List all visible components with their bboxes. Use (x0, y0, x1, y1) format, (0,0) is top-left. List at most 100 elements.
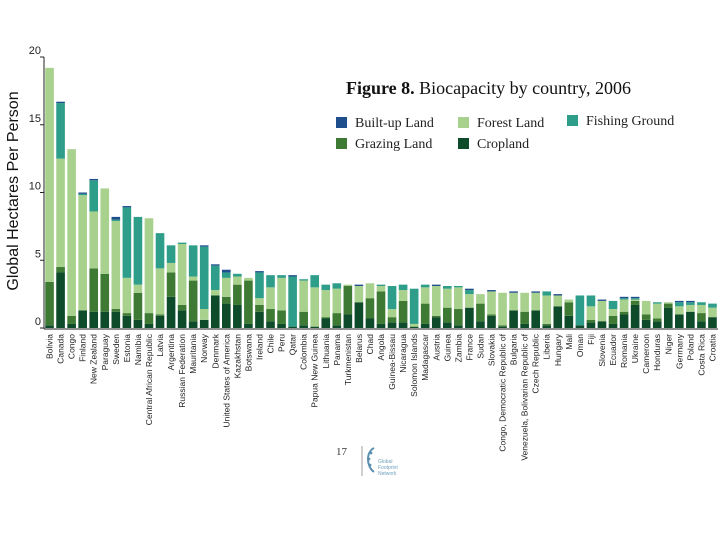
bar-15-fishing-ground (210, 265, 220, 291)
bar-21-fishing-ground (277, 275, 286, 278)
bar-50-cropland (597, 321, 607, 328)
bar-51-forest-land (608, 309, 618, 316)
bar-52-fishing-ground (619, 298, 629, 300)
x-tick-label-18: Botswana (243, 334, 253, 372)
bar-38-forest-land (465, 294, 474, 308)
bar-26-forest-land (332, 288, 342, 314)
bar-52-cropland (619, 314, 629, 328)
bar-24-fishing-ground (310, 275, 320, 288)
x-tick-label-26: Panama (332, 334, 342, 366)
legend-swatch-forest (458, 117, 469, 128)
x-tick-label-12: Russian Federation (177, 334, 187, 408)
bar-0-cropland (45, 325, 54, 328)
x-tick-label-45: Liberia (542, 334, 552, 360)
logo-text-line1: Global (378, 459, 393, 465)
bar-28-cropland (354, 302, 364, 328)
x-tick-label-43: Venezuela, Bolivarian Republic of (520, 333, 530, 460)
bar-35-built-up-land (431, 284, 441, 286)
bar-32-fishing-ground (398, 284, 408, 291)
bar-6-grazing-land (111, 309, 121, 312)
x-tick-label-32: Nicaragua (398, 334, 408, 373)
x-tick-label-3: Finland (78, 334, 88, 362)
x-tick-label-57: Germany (674, 333, 684, 369)
bar-18-forest-land (244, 277, 253, 281)
bar-4-cropland (89, 311, 99, 328)
bar-34-fishing-ground (420, 284, 430, 288)
x-tick-label-28: Belarus (354, 334, 364, 363)
bar-16-forest-land (222, 277, 231, 297)
bar-26-cropland (332, 325, 342, 328)
legend-item-grazing: Grazing Land (336, 137, 432, 153)
bar-56-cropland (663, 307, 673, 328)
bar-50-forest-land (597, 300, 607, 322)
bar-12-grazing-land (177, 304, 187, 311)
bar-46-forest-land (553, 295, 563, 307)
bar-2-grazing-land (67, 315, 76, 324)
x-tick-label-35: Austria (431, 334, 441, 361)
x-tick-label-4: New Zealand (89, 334, 99, 384)
bar-48-fishing-ground (575, 295, 585, 326)
bar-49-cropland (586, 322, 596, 328)
bar-7-built-up-land (122, 206, 132, 208)
bar-52-built-up-land (619, 296, 629, 299)
bar-31-cropland (387, 322, 397, 328)
legend-item-built-up: Built-up Land (336, 116, 434, 132)
bar-40-forest-land (487, 291, 496, 315)
bar-15-cropland (210, 295, 220, 328)
chart-title: Figure 8. Biocapacity by country, 2006 (346, 78, 631, 99)
bar-44-built-up-land (531, 291, 540, 293)
bar-21-grazing-land (277, 310, 286, 324)
bar-22-built-up-land (288, 275, 297, 277)
bar-20-fishing-ground (266, 275, 275, 288)
bar-28-forest-land (354, 286, 364, 303)
chart-title-bold: Figure 8. (346, 78, 415, 98)
bar-55-forest-land (652, 303, 662, 319)
y-tick-label-0: 0 (35, 316, 41, 328)
bar-56-forest-land (663, 302, 673, 304)
legend-swatch-grazing (336, 138, 347, 149)
legend-swatch-cropland (458, 138, 469, 149)
bar-48-cropland (575, 325, 585, 328)
bar-53-grazing-land (630, 300, 640, 305)
bar-1-grazing-land (56, 267, 65, 273)
bar-8-fishing-ground (133, 216, 143, 285)
x-tick-label-19: Ireland (254, 334, 264, 360)
bar-12-cropland (177, 310, 187, 328)
bar-29-cropland (365, 318, 375, 328)
bar-4-forest-land (89, 211, 99, 269)
bar-54-cropland (641, 319, 651, 328)
bar-15-forest-land (210, 290, 220, 296)
bar-17-fishing-ground (233, 273, 242, 277)
x-tick-label-17: Kazakhstan (232, 334, 242, 379)
bar-6-cropland (111, 311, 121, 328)
bar-55-cropland (652, 321, 662, 328)
bar-42-built-up-land (509, 291, 518, 293)
bar-33-cropland (409, 326, 419, 328)
bar-41-cropland (498, 326, 507, 328)
bar-37-forest-land (454, 287, 463, 310)
bar-37-cropland (454, 325, 463, 328)
x-tick-label-54: Cameroon (641, 334, 651, 374)
bar-1-forest-land (56, 158, 65, 268)
legend-label-cropland: Cropland (477, 137, 530, 152)
bar-51-cropland (608, 323, 618, 328)
bar-36-grazing-land (442, 307, 452, 323)
bar-17-cropland (233, 304, 242, 328)
bar-37-fishing-ground (454, 286, 463, 288)
logo-text-line3: Network (378, 471, 397, 477)
bar-16-built-up-land (222, 269, 231, 273)
x-tick-label-51: Ecuador (608, 334, 618, 366)
y-axis-label: Global Hectares Per Person (5, 91, 22, 290)
bar-12-fishing-ground (177, 242, 187, 244)
legend-label-built-up: Built-up Land (355, 116, 434, 131)
bar-27-forest-land (343, 284, 353, 286)
bar-14-fishing-ground (199, 246, 209, 310)
bar-19-grazing-land (255, 304, 264, 312)
bar-8-grazing-land (133, 292, 143, 320)
bar-13-cropland (188, 321, 198, 328)
bar-24-forest-land (310, 287, 320, 327)
bar-53-cropland (630, 304, 640, 328)
x-tick-label-49: Fiji (586, 334, 596, 345)
bar-57-cropland (675, 314, 684, 328)
